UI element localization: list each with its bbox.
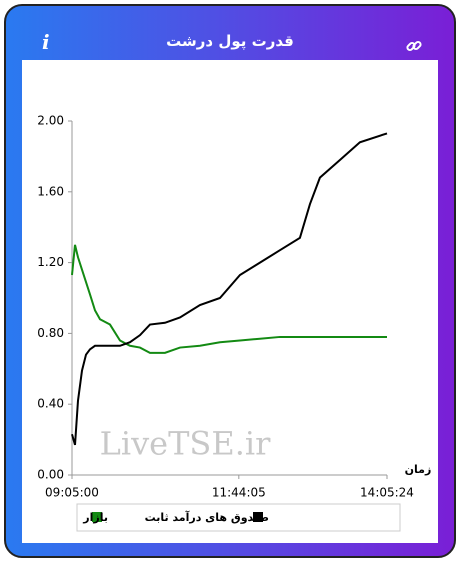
y-tick-label: 2.00 xyxy=(37,114,64,128)
y-tick-label: 0.00 xyxy=(37,468,64,482)
y-tick-label: 1.20 xyxy=(37,255,64,269)
plot-panel xyxy=(22,60,438,543)
legend-label: صندوق های درآمد ثابت xyxy=(145,510,269,524)
x-tick-label: 09:05:00 xyxy=(45,486,99,500)
legend-swatch xyxy=(253,512,263,522)
y-tick-label: 0.80 xyxy=(37,326,64,340)
y-tick-label: 0.40 xyxy=(37,397,64,411)
x-tick-label: 14:05:24 xyxy=(360,486,414,500)
y-tick-label: 1.60 xyxy=(37,184,64,198)
watermark: LiveTSE.ir xyxy=(100,425,272,463)
header: i قدرت پول درشت xyxy=(6,6,454,62)
chart-title: قدرت پول درشت xyxy=(166,32,294,50)
x-axis-label: زمان xyxy=(405,463,432,476)
legend-swatch xyxy=(92,512,102,522)
series-line xyxy=(71,244,387,354)
x-tick-label: 11:44:05 xyxy=(212,486,266,500)
series-line xyxy=(71,132,388,446)
legend xyxy=(76,503,401,532)
info-icon[interactable]: i xyxy=(42,30,50,54)
link-icon[interactable] xyxy=(406,38,422,54)
legend-label: بازار xyxy=(82,511,108,524)
